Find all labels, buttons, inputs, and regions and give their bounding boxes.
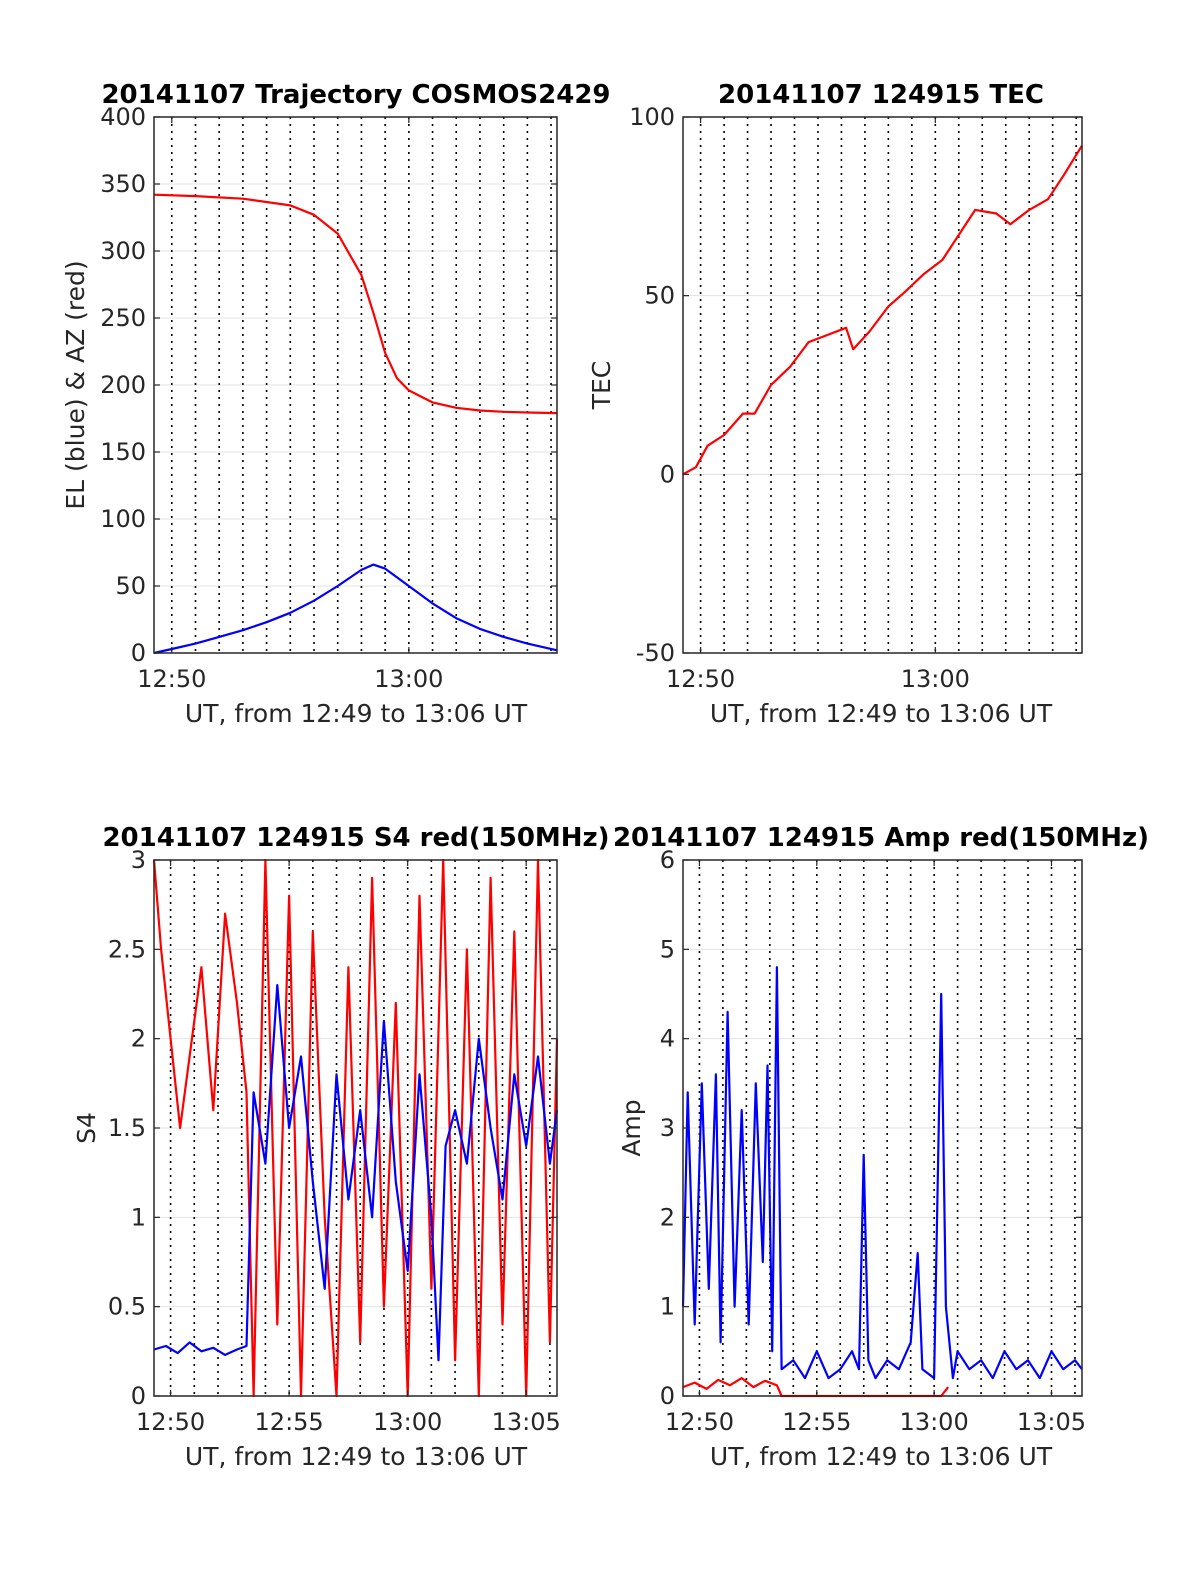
trajectory-y-tick-label: 150 [100,438,146,466]
amp-y-tick-label: 5 [660,935,675,963]
s4-y-tick-label: 2 [131,1025,146,1053]
tec-x-label: UT, from 12:49 to 13:06 UT [710,699,1053,728]
trajectory-x-tick-label: 12:50 [137,665,206,693]
s4-x-tick-label: 12:50 [136,1408,205,1436]
trajectory-series-red-line [153,193,558,415]
trajectory-y-tick-label: 300 [100,237,146,265]
s4-y-tick-label: 1.5 [108,1114,146,1142]
s4-series-blue-line [153,983,559,1362]
amp-y-tick-label: 2 [660,1203,675,1231]
s4-series-red-line [152,858,559,1398]
tec-y-tick-label: 50 [644,282,675,310]
s4-y-tick-label: 1 [131,1203,146,1231]
amp-x-tick-label: 12:55 [782,1408,851,1436]
trajectory-x-tick-label: 13:00 [374,665,443,693]
amp-x-tick-label: 13:00 [900,1408,969,1436]
tec-plot-area: -50 0 50 100 12:50 13:00 [629,103,1083,693]
tec-axes-box [682,116,1083,654]
s4-y-tick-label: 0 [131,1382,146,1410]
s4-x-tick-label: 13:00 [373,1408,442,1436]
trajectory-x-label: UT, from 12:49 to 13:06 UT [185,699,528,728]
tec-series-red-line [682,145,1083,476]
panel-s4: 20141107 124915 S4 red(150MHz) 0 0.5 1 1.5 2… [72,823,610,1471]
amp-y-tick-label: 1 [660,1293,675,1321]
s4-y-tick-label: 0.5 [108,1293,146,1321]
amp-plot-area: 0 1 2 3 4 5 6 12:50 12:55 13:00 13:05 [660,846,1086,1436]
panel-trajectory: 20141107 Trajectory COSMOS2429 0 50 100 150… [61,80,611,728]
trajectory-y-tick-label: 400 [100,103,146,131]
tec-y-tick-label: 0 [660,460,675,488]
tec-y-label: TEC [587,361,616,411]
s4-title: 20141107 124915 S4 red(150MHz) [102,823,609,853]
trajectory-y-tick-label: 100 [100,505,146,533]
amp-x-tick-label: 13:05 [1017,1408,1086,1436]
tec-x-tick-label: 13:00 [901,665,970,693]
amp-y-tick-label: 6 [660,846,675,874]
tec-title: 20141107 124915 TEC [718,80,1044,110]
tec-y-tick-label: -50 [636,639,675,667]
s4-x-tick-label: 13:05 [492,1408,561,1436]
amp-x-label: UT, from 12:49 to 13:06 UT [710,1442,1053,1471]
tec-x-tick-label: 12:50 [666,665,735,693]
trajectory-y-tick-label: 0 [131,639,146,667]
s4-y-tick-label: 2.5 [108,935,146,963]
tec-y-tick-label: 100 [629,103,675,131]
amp-x-tick-label: 12:50 [665,1408,734,1436]
amp-y-tick-label: 3 [660,1114,675,1142]
amp-y-tick-label: 4 [660,1025,675,1053]
trajectory-y-tick-label: 250 [100,304,146,332]
s4-y-label: S4 [72,1112,101,1144]
trajectory-title: 20141107 Trajectory COSMOS2429 [101,80,610,110]
trajectory-y-tick-label: 50 [115,572,146,600]
trajectory-series-blue-line [153,563,558,655]
s4-x-tick-label: 12:55 [255,1408,324,1436]
amp-y-label: Amp [617,1099,646,1156]
s4-plot-area: 0 0.5 1 1.5 2 2.5 3 12:50 12:55 13:00 13:05 [108,846,561,1436]
trajectory-y-tick-label: 350 [100,170,146,198]
trajectory-y-label: EL (blue) & AZ (red) [61,260,90,509]
s4-y-tick-label: 3 [131,846,146,874]
trajectory-plot-area: 0 50 100 150 200 250 300 350 400 12:50 13:00 [100,103,558,693]
amp-y-tick-label: 0 [660,1382,675,1410]
panel-amp: 20141107 124915 Amp red(150MHz) 0 1 2 3 4 5 6 1… [613,823,1149,1471]
trajectory-y-tick-label: 200 [100,371,146,399]
amp-title: 20141107 124915 Amp red(150MHz) [613,823,1149,853]
amp-series-blue-line [681,966,1083,1380]
s4-x-label: UT, from 12:49 to 13:06 UT [185,1442,528,1471]
